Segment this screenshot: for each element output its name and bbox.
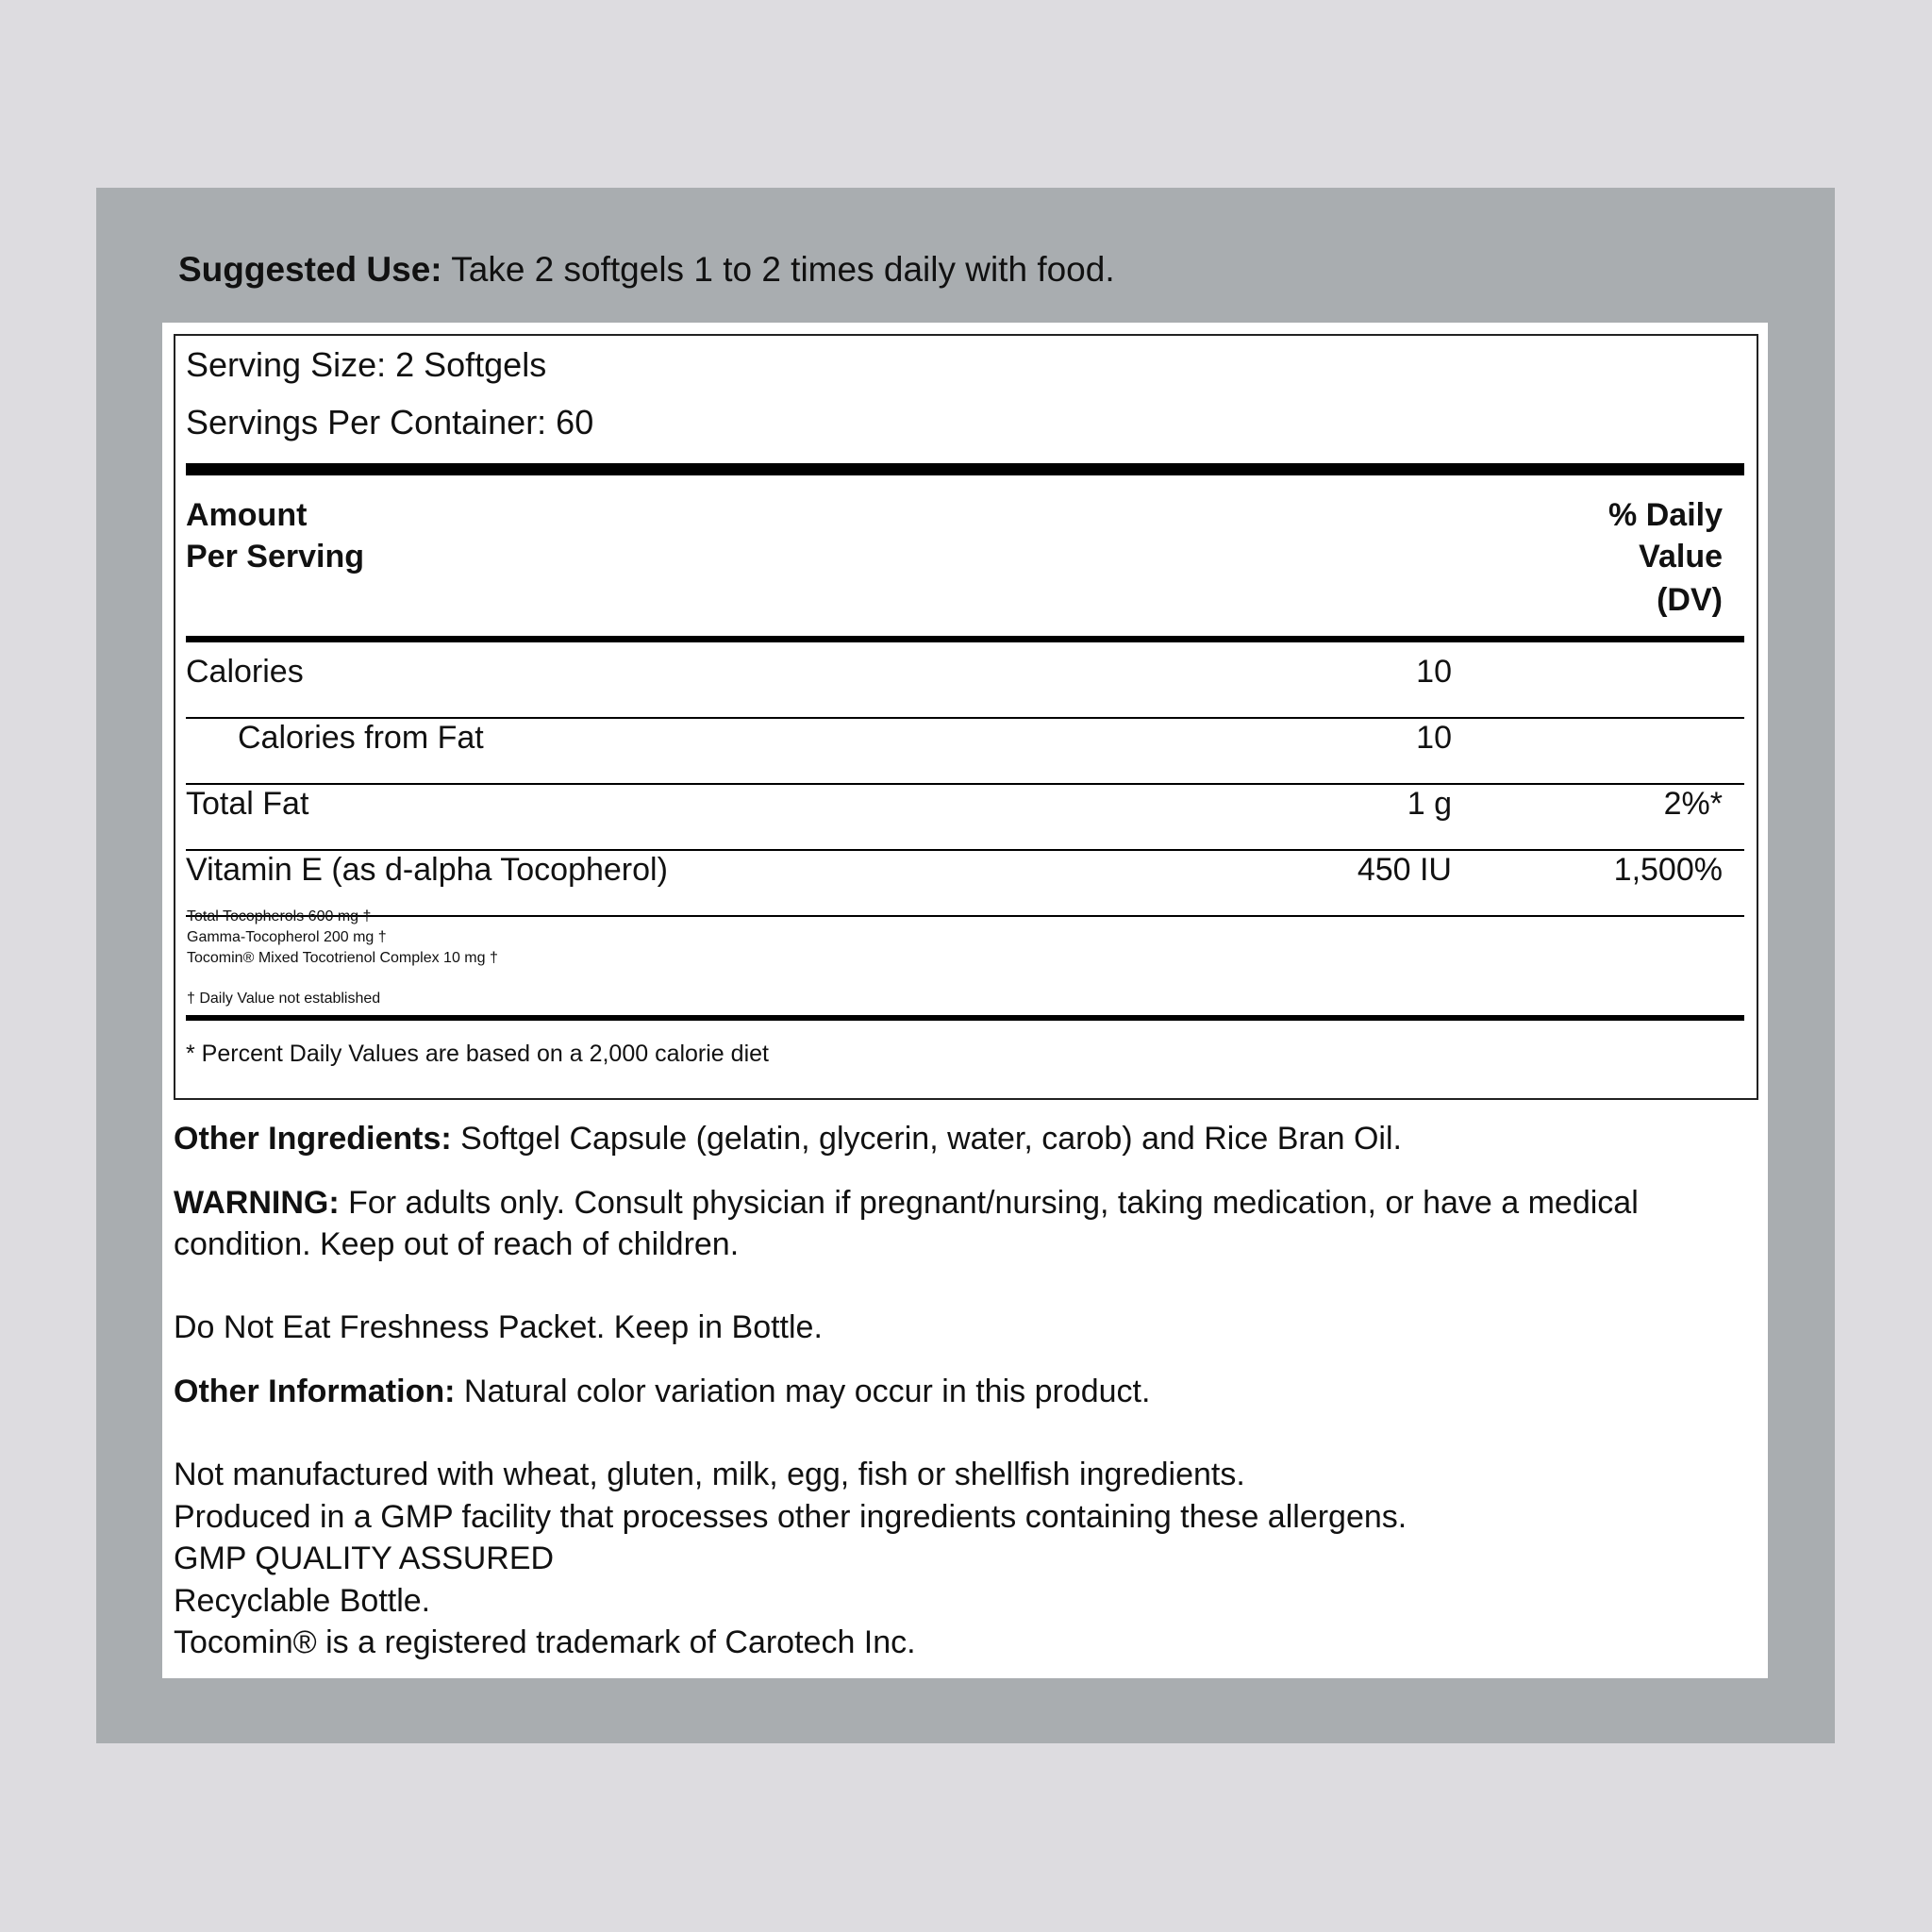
sub-note: Total Tocopherols 600 mg † (187, 908, 372, 924)
nutrient-name: Total Fat (186, 786, 309, 822)
nutrient-amount: 450 IU (1357, 852, 1452, 888)
text: Natural color variation may occur in thi… (463, 1374, 1151, 1409)
other-information: Other Information: Natural color variati… (174, 1371, 1758, 1412)
nutrient-dv: 2%* (1663, 786, 1723, 822)
dagger-note: † Daily Value not established (187, 991, 381, 1007)
label: Other Ingredients: (174, 1121, 452, 1157)
label: Suggested Use: (178, 250, 442, 289)
row-rule (186, 849, 1744, 851)
label: WARNING: (174, 1185, 340, 1221)
thick-rule (186, 1015, 1744, 1021)
amount-header: Amount (186, 497, 308, 533)
statement: Recyclable Bottle. (174, 1582, 431, 1619)
statement: Tocomin® is a registered trademark of Ca… (174, 1624, 916, 1660)
nutrient-amount: 10 (1416, 720, 1452, 756)
sub-note: Tocomin® Mixed Tocotrienol Complex 10 mg… (187, 950, 498, 966)
row-rule (186, 717, 1744, 719)
statement: Produced in a GMP facility that processe… (174, 1498, 1407, 1535)
serving-size: Serving Size: 2 Softgels (186, 345, 547, 384)
sub-note: Gamma-Tocopherol 200 mg † (187, 929, 387, 945)
freshness: Do Not Eat Freshness Packet. Keep in Bot… (174, 1309, 823, 1345)
amount-header: Per Serving (186, 539, 364, 575)
text: For adults only. Consult physician if pr… (174, 1185, 1639, 1262)
dv-header: Value (1639, 539, 1723, 575)
label-panel (162, 323, 1768, 1678)
label: Other Information: (174, 1374, 456, 1409)
facts-box (174, 334, 1758, 1100)
row-rule (186, 783, 1744, 785)
thick-rule (186, 463, 1744, 475)
thick-rule (186, 636, 1744, 642)
nutrient-amount: 1 g (1407, 786, 1452, 822)
nutrient-name: Calories (186, 654, 304, 690)
dv-header: % Daily (1608, 497, 1723, 533)
nutrient-dv: 1,500% (1613, 852, 1723, 888)
other-ingredients: Other Ingredients: Softgel Capsule (gela… (174, 1118, 1758, 1159)
servings-per-container: Servings Per Container: 60 (186, 403, 594, 441)
dv-header: (DV) (1657, 582, 1723, 618)
statement: GMP QUALITY ASSURED (174, 1541, 555, 1576)
warning: WARNING: For adults only. Consult physic… (174, 1182, 1758, 1265)
nutrient-name: Vitamin E (as d-alpha Tocopherol) (186, 852, 668, 888)
row-rule (186, 915, 1744, 917)
text: Take 2 softgels 1 to 2 times daily with … (451, 250, 1115, 289)
nutrient-name: Calories from Fat (238, 720, 484, 756)
suggested-use: Suggested Use: Take 2 softgels 1 to 2 ti… (178, 252, 1115, 287)
nutrient-amount: 10 (1416, 654, 1452, 690)
text: Softgel Capsule (gelatin, glycerin, wate… (460, 1121, 1402, 1157)
footnote: * Percent Daily Values are based on a 2,… (186, 1041, 769, 1067)
statement: Not manufactured with wheat, gluten, mil… (174, 1457, 1245, 1492)
